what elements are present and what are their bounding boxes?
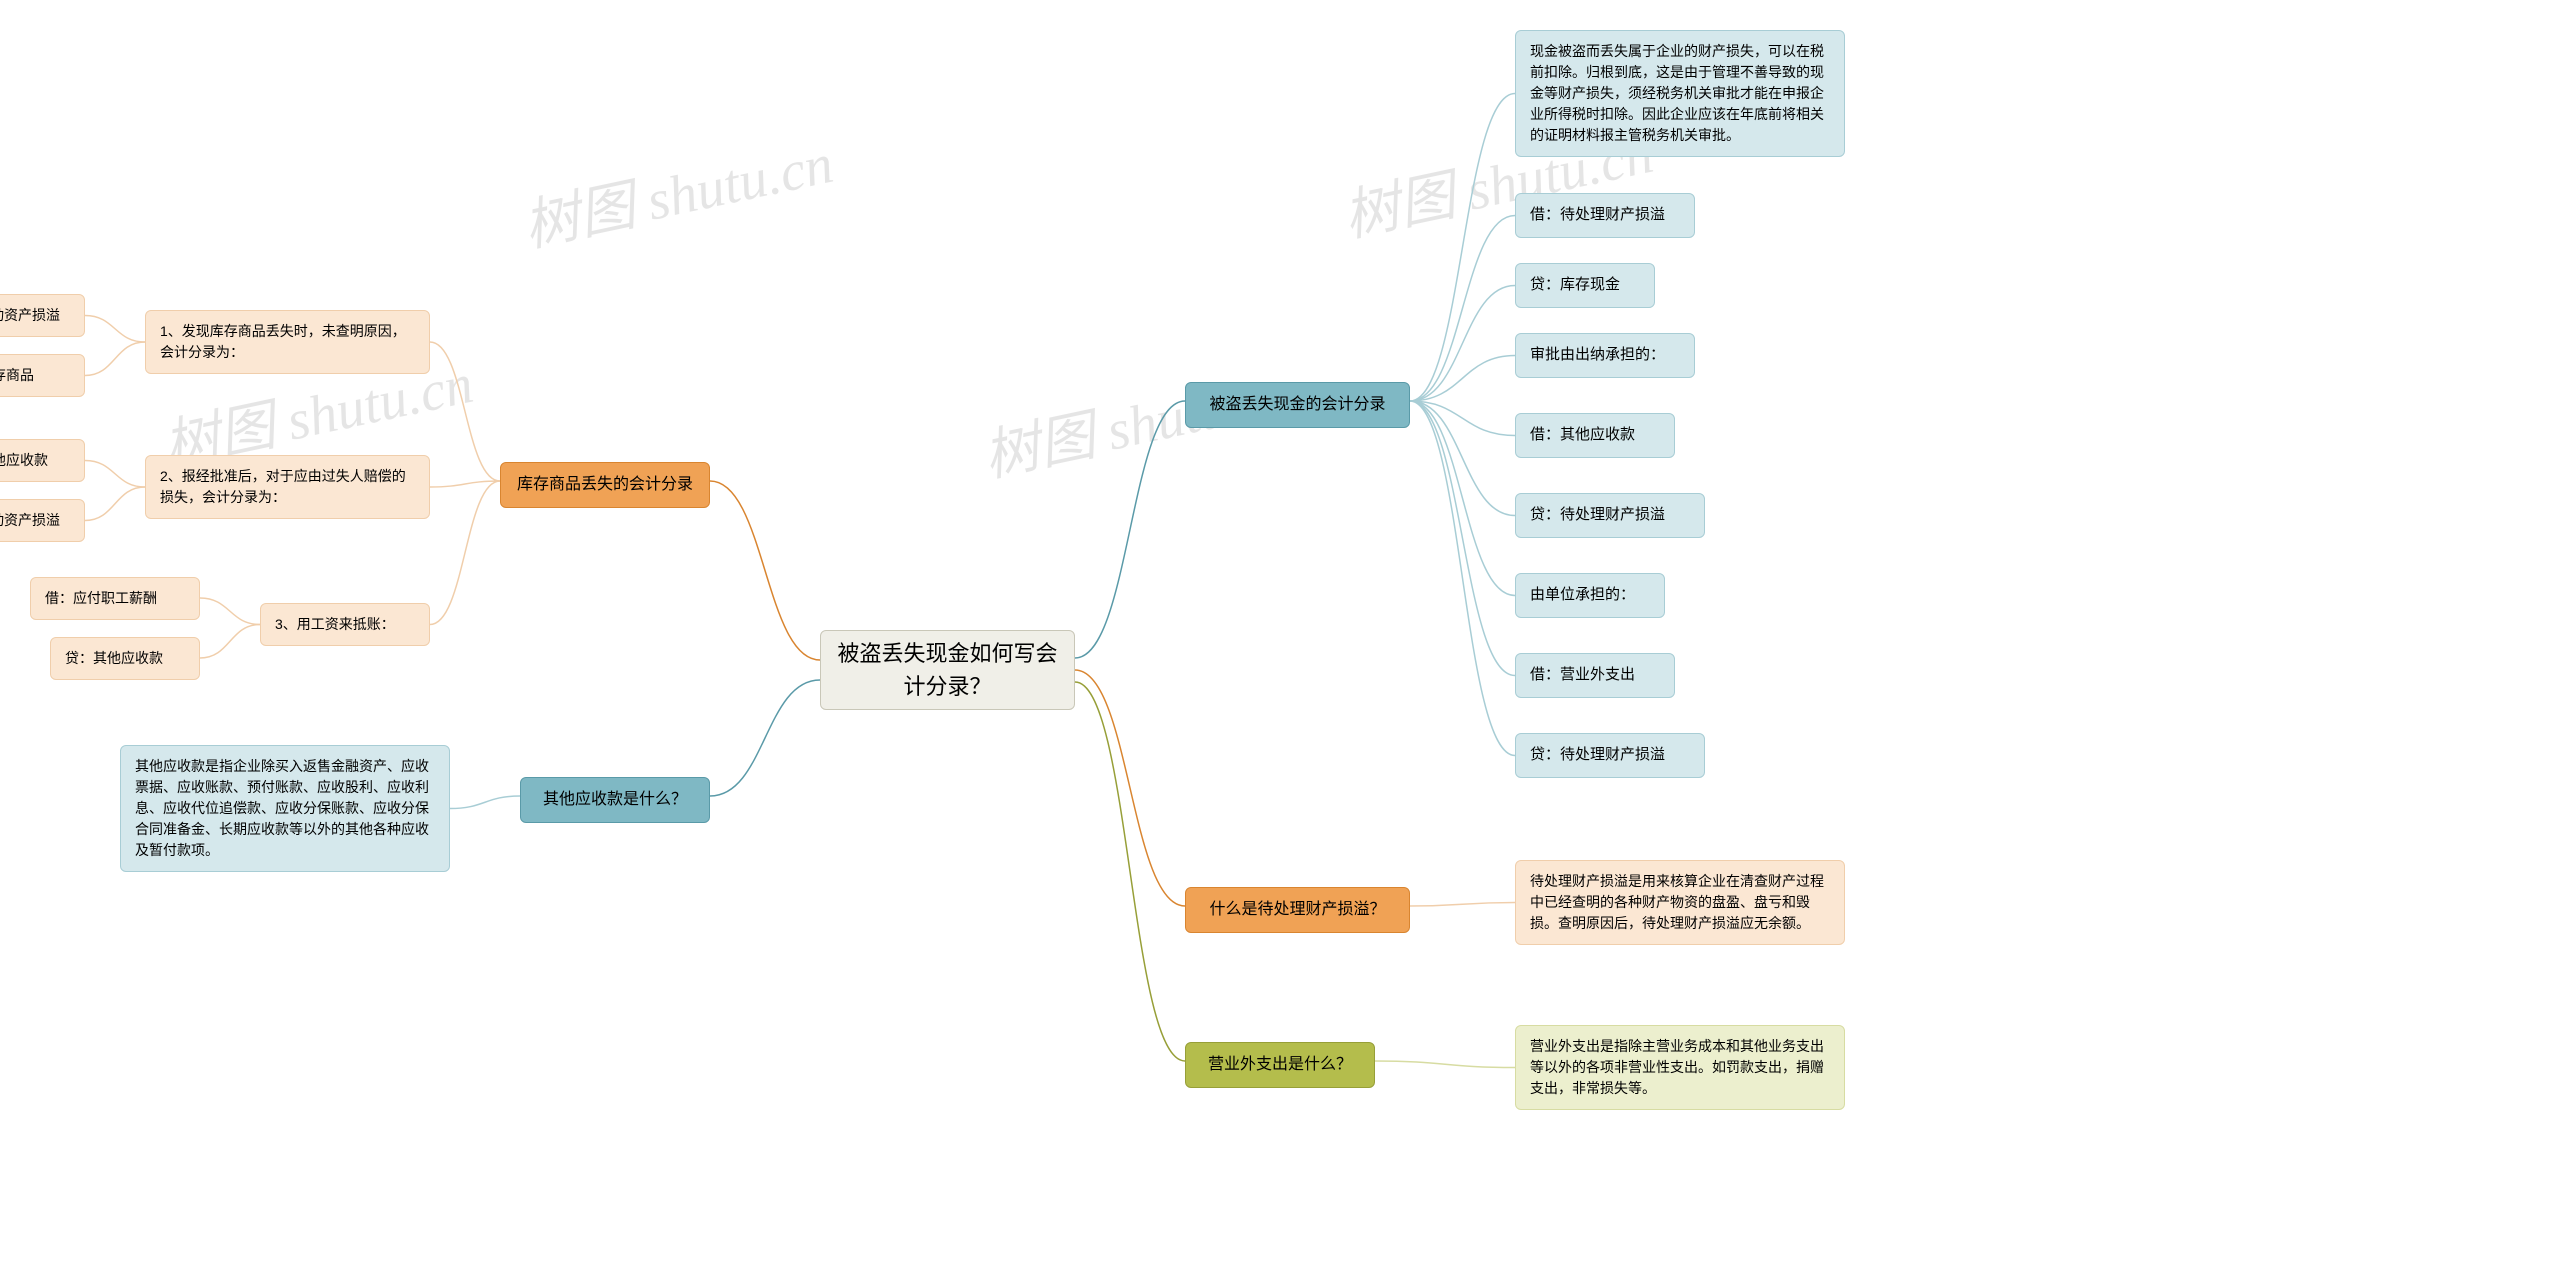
l1-s2-leaf-b: 贷：待处理财产损溢——待处理流动资产损溢 [0,499,85,542]
l1-node-text: 库存商品丢失的会计分录 [517,473,693,497]
l1-s2: 2、报经批准后，对于应由过失人赔偿的损失，会计分录为： [145,455,430,519]
r1-node-text: 被盗丢失现金的会计分录 [1209,393,1385,417]
center-node: 被盗丢失现金如何写会计分录？ [820,630,1075,710]
l1-s3-leaf-a-text: 借：应付职工薪酬 [45,588,157,609]
r3-node-text: 营业外支出是什么？ [1208,1053,1352,1077]
r1-leaf-6-text: 由单位承担的： [1530,584,1635,607]
r1-leaf-3: 审批由出纳承担的： [1515,333,1695,378]
l2-node: 其他应收款是什么？ [520,777,710,823]
l1-s1-leaf-b: 贷：库存商品 [0,354,85,397]
r1-leaf-4: 借：其他应收款 [1515,413,1675,458]
l1-s3-leaf-b-text: 贷：其他应收款 [65,648,163,669]
r3-node: 营业外支出是什么？ [1185,1042,1375,1088]
l1-node: 库存商品丢失的会计分录 [500,462,710,508]
r1-leaf-5-text: 贷：待处理财产损溢 [1530,504,1665,527]
r1-leaf-8-text: 贷：待处理财产损溢 [1530,744,1665,767]
r1-leaf-5: 贷：待处理财产损溢 [1515,493,1705,538]
l2-leaf-text: 其他应收款是指企业除买入返售金融资产、应收票据、应收账款、预付账款、应收股利、应… [135,756,435,861]
r1-leaf-2: 贷：库存现金 [1515,263,1655,308]
r1-leaf-8: 贷：待处理财产损溢 [1515,733,1705,778]
r1-leaf-4-text: 借：其他应收款 [1530,424,1635,447]
l1-s2-leaf-a-text: 借：其他应收款 [0,450,48,471]
r1-leaf-2-text: 贷：库存现金 [1530,274,1620,297]
r1-leaf-0: 现金被盗而丢失属于企业的财产损失，可以在税前扣除。归根到底，这是由于管理不善导致… [1515,30,1845,157]
watermark: 树图 shutu.cn [515,118,839,263]
r1-leaf-7-text: 借：营业外支出 [1530,664,1635,687]
r3-leaf-text: 营业外支出是指除主营业务成本和其他业务支出等以外的各项非营业性支出。如罚款支出，… [1530,1036,1830,1099]
l1-s1-leaf-a-text: 借：待处理财产损溢——待处理流动资产损溢 [0,305,60,326]
r2-leaf: 待处理财产损溢是用来核算企业在清查财产过程中已经查明的各种财产物资的盘盈、盘亏和… [1515,860,1845,945]
r1-leaf-1: 借：待处理财产损溢 [1515,193,1695,238]
l1-s3: 3、用工资来抵账： [260,603,430,646]
r2-node-text: 什么是待处理财产损溢？ [1209,898,1385,922]
r1-leaf-0-text: 现金被盗而丢失属于企业的财产损失，可以在税前扣除。归根到底，这是由于管理不善导致… [1530,41,1830,146]
r3-leaf: 营业外支出是指除主营业务成本和其他业务支出等以外的各项非营业性支出。如罚款支出，… [1515,1025,1845,1110]
r1-leaf-1-text: 借：待处理财产损溢 [1530,204,1665,227]
l1-s2-leaf-a: 借：其他应收款 [0,439,85,482]
r2-leaf-text: 待处理财产损溢是用来核算企业在清查财产过程中已经查明的各种财产物资的盘盈、盘亏和… [1530,871,1830,934]
l1-s1-leaf-b-text: 贷：库存商品 [0,365,34,386]
l1-s1-leaf-a: 借：待处理财产损溢——待处理流动资产损溢 [0,294,85,337]
l1-s1: 1、发现库存商品丢失时，未查明原因，会计分录为： [145,310,430,374]
l1-s3-leaf-b: 贷：其他应收款 [50,637,200,680]
r1-leaf-7: 借：营业外支出 [1515,653,1675,698]
r1-leaf-6: 由单位承担的： [1515,573,1665,618]
r1-node: 被盗丢失现金的会计分录 [1185,382,1410,428]
center-node-text: 被盗丢失现金如何写会计分录？ [835,637,1060,703]
l1-s2-text: 2、报经批准后，对于应由过失人赔偿的损失，会计分录为： [160,466,415,508]
l1-s3-leaf-a: 借：应付职工薪酬 [30,577,200,620]
l1-s1-text: 1、发现库存商品丢失时，未查明原因，会计分录为： [160,321,415,363]
r2-node: 什么是待处理财产损溢？ [1185,887,1410,933]
l1-s2-leaf-b-text: 贷：待处理财产损溢——待处理流动资产损溢 [0,510,60,531]
r1-leaf-3-text: 审批由出纳承担的： [1530,344,1665,367]
l1-s3-text: 3、用工资来抵账： [275,614,395,635]
l2-node-text: 其他应收款是什么？ [543,788,687,812]
l2-leaf: 其他应收款是指企业除买入返售金融资产、应收票据、应收账款、预付账款、应收股利、应… [120,745,450,872]
